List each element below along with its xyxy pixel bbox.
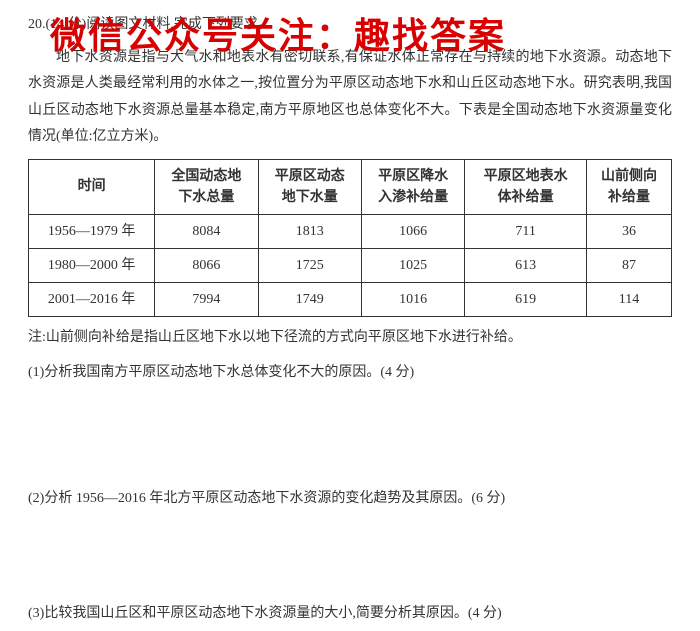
cell: 1025: [361, 248, 464, 282]
col-header-total: 全国动态地 下水总量: [155, 159, 258, 214]
table-note: 注:山前侧向补给是指山丘区地下水以地下径流的方式向平原区地下水进行补给。: [28, 325, 672, 352]
cell: 1956—1979 年: [29, 214, 155, 248]
cell: 2001—2016 年: [29, 282, 155, 316]
header-text: 时间: [78, 179, 106, 194]
sub-question-3: (3)比较我国山丘区和平原区动态地下水资源量的大小,简要分析其原因。(4 分): [28, 601, 672, 628]
cell: 1749: [258, 282, 361, 316]
sub-question-2: (2)分析 1956—2016 年北方平原区动态地下水资源的变化趋势及其原因。(…: [28, 486, 672, 513]
answer-space: [28, 513, 672, 593]
data-table: 时间 全国动态地 下水总量 平原区动态 地下水量 平原区降水 入渗补给量 平原区…: [28, 159, 672, 317]
cell: 1016: [361, 282, 464, 316]
header-text: 下水总量: [178, 190, 234, 205]
header-text: 全国动态地: [171, 169, 241, 184]
header-text: 入渗补给量: [378, 190, 448, 205]
question-header: 20.(14 分)阅读图文材料,完成下列要求。: [28, 12, 672, 39]
cell: 619: [465, 282, 587, 316]
col-header-plain: 平原区动态 地下水量: [258, 159, 361, 214]
cell: 8084: [155, 214, 258, 248]
cell: 1725: [258, 248, 361, 282]
header-text: 地下水量: [282, 190, 338, 205]
col-header-time: 时间: [29, 159, 155, 214]
sub-question-1: (1)分析我国南方平原区动态地下水总体变化不大的原因。(4 分): [28, 360, 672, 387]
cell: 114: [586, 282, 671, 316]
table-header-row: 时间 全国动态地 下水总量 平原区动态 地下水量 平原区降水 入渗补给量 平原区…: [29, 159, 672, 214]
cell: 1980—2000 年: [29, 248, 155, 282]
table-row: 1980—2000 年 8066 1725 1025 613 87: [29, 248, 672, 282]
col-header-lateral: 山前侧向 补给量: [586, 159, 671, 214]
cell: 1813: [258, 214, 361, 248]
cell: 87: [586, 248, 671, 282]
cell: 711: [465, 214, 587, 248]
header-text: 补给量: [608, 190, 650, 205]
table-row: 1956—1979 年 8084 1813 1066 711 36: [29, 214, 672, 248]
header-text: 体补给量: [498, 190, 554, 205]
cell: 613: [465, 248, 587, 282]
col-header-surface: 平原区地表水 体补给量: [465, 159, 587, 214]
body-paragraph: 地下水资源是指与大气水和地表水有密切联系,有保证水体正常存在与持续的地下水资源。…: [28, 45, 672, 151]
cell: 36: [586, 214, 671, 248]
answer-space: [28, 386, 672, 478]
col-header-precip: 平原区降水 入渗补给量: [361, 159, 464, 214]
header-text: 山前侧向: [601, 169, 657, 184]
cell: 7994: [155, 282, 258, 316]
cell: 1066: [361, 214, 464, 248]
header-text: 平原区地表水: [484, 169, 568, 184]
table-row: 2001—2016 年 7994 1749 1016 619 114: [29, 282, 672, 316]
header-text: 平原区降水: [378, 169, 448, 184]
cell: 8066: [155, 248, 258, 282]
header-text: 平原区动态: [275, 169, 345, 184]
